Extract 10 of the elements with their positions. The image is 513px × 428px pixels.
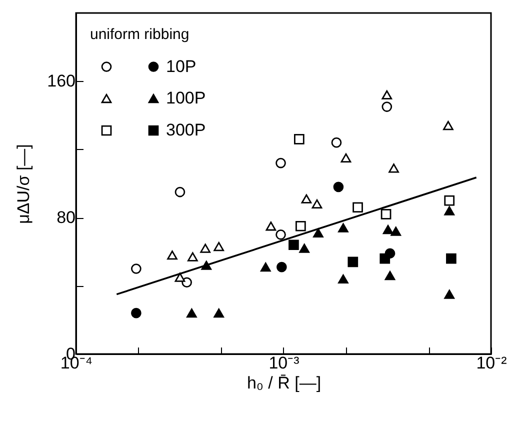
- legend-label: 100P: [166, 88, 206, 108]
- y-axis-title: μΔU/σ [—]: [14, 144, 34, 224]
- legend-title: uniform ribbing: [90, 26, 190, 43]
- y-tick-label: 80: [56, 208, 76, 228]
- x-tick-label: 10⁻³: [268, 354, 300, 372]
- legend-label: 10P: [166, 56, 196, 76]
- x-tick-label: 10⁻²: [476, 354, 508, 372]
- x-axis-title: h₀ / R̄ [—]: [246, 374, 322, 392]
- legend-label: 300P: [166, 120, 206, 140]
- y-tick-label: 160: [47, 72, 76, 91]
